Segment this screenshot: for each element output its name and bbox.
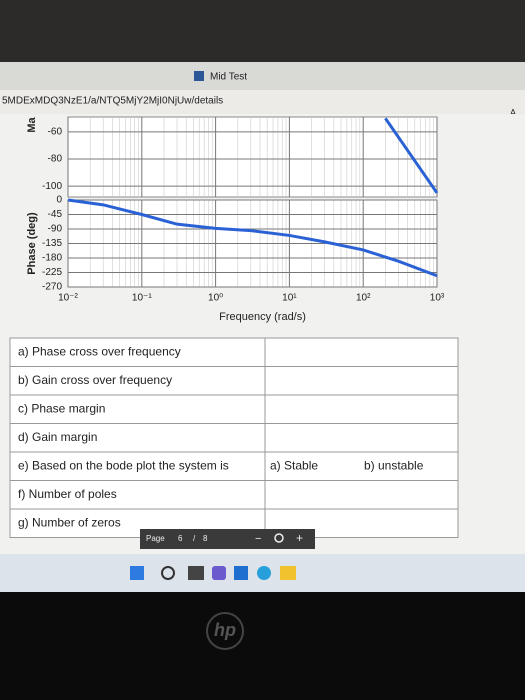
table-cell: [264, 337, 459, 367]
font-button[interactable]: A: [510, 107, 516, 117]
y-tick-label: 0: [56, 195, 62, 206]
pager-current[interactable]: 6: [178, 534, 183, 543]
row-question: d) Gain margin: [18, 430, 97, 444]
x-tick-label: 10¹: [282, 293, 297, 304]
logo-ring: [206, 612, 244, 650]
pager-label: Page: [146, 534, 165, 543]
title-bar: [0, 62, 525, 90]
y-tick-label: -80: [48, 154, 63, 165]
table-cell: [264, 366, 459, 396]
browser-icon[interactable]: [257, 566, 271, 580]
search-icon[interactable]: [161, 566, 175, 580]
widgets-icon[interactable]: [212, 566, 226, 580]
y-axis-label: Phase (deg): [26, 212, 38, 275]
row-question: f) Number of poles: [18, 487, 117, 501]
zoom-icon[interactable]: [274, 533, 284, 543]
zoom-in[interactable]: +: [296, 531, 303, 545]
store-icon[interactable]: [234, 566, 248, 580]
y-axis-label: Ma: [26, 116, 38, 132]
y-tick-label: -90: [48, 224, 63, 235]
x-tick-label: 10⁻²: [58, 293, 78, 304]
row-question: a) Phase cross over frequency: [18, 344, 181, 358]
address-bar: [0, 90, 525, 114]
y-tick-label: -225: [42, 267, 62, 278]
logo: hp: [214, 620, 236, 640]
task-view-icon[interactable]: [188, 566, 204, 580]
data-line: [384, 117, 439, 194]
pager-total: 8: [203, 534, 208, 543]
x-tick-label: 10³: [430, 293, 445, 304]
table-cell: [9, 480, 266, 510]
y-tick-label: -60: [48, 127, 63, 138]
y-tick-label: -180: [42, 253, 62, 264]
row-question: g) Number of zeros: [18, 515, 121, 529]
zoom-out[interactable]: −: [255, 533, 261, 545]
start-icon[interactable]: [130, 566, 144, 580]
x-axis-label: Frequency (rad/s): [219, 311, 306, 323]
x-tick-label: 10⁰: [208, 293, 223, 304]
y-tick-label: -270: [42, 282, 62, 293]
pager: [140, 529, 315, 549]
row-question: e) Based on the bode plot the system is: [18, 458, 229, 472]
table-cell: [9, 366, 266, 396]
app-icon: [194, 71, 204, 81]
folder-icon[interactable]: [280, 566, 296, 580]
table-cell: [264, 394, 459, 424]
bezel-top: [0, 0, 525, 62]
y-tick-label: -135: [42, 238, 62, 249]
table-cell: [264, 423, 459, 453]
row-question: c) Phase margin: [18, 401, 105, 415]
y-tick-label: -45: [48, 209, 63, 220]
window-title: Mid Test: [210, 72, 247, 83]
table-cell: [264, 480, 459, 510]
pager-separator: /: [193, 534, 196, 543]
row-question: b) Gain cross over frequency: [18, 373, 172, 387]
row-option: b) unstable: [364, 458, 424, 472]
bezel-bottom: [0, 592, 525, 700]
row-option: a) Stable: [270, 458, 318, 472]
x-tick-label: 10⁻¹: [132, 293, 152, 304]
url[interactable]: 5MDExMDQ3NzE1/a/NTQ5MjY2MjI0NjUw/details: [2, 96, 223, 107]
x-tick-label: 10²: [356, 293, 371, 304]
table-cell: [9, 337, 266, 367]
data-line: [67, 198, 438, 278]
y-tick-label: -100: [42, 181, 62, 192]
plot-area: [67, 116, 438, 198]
